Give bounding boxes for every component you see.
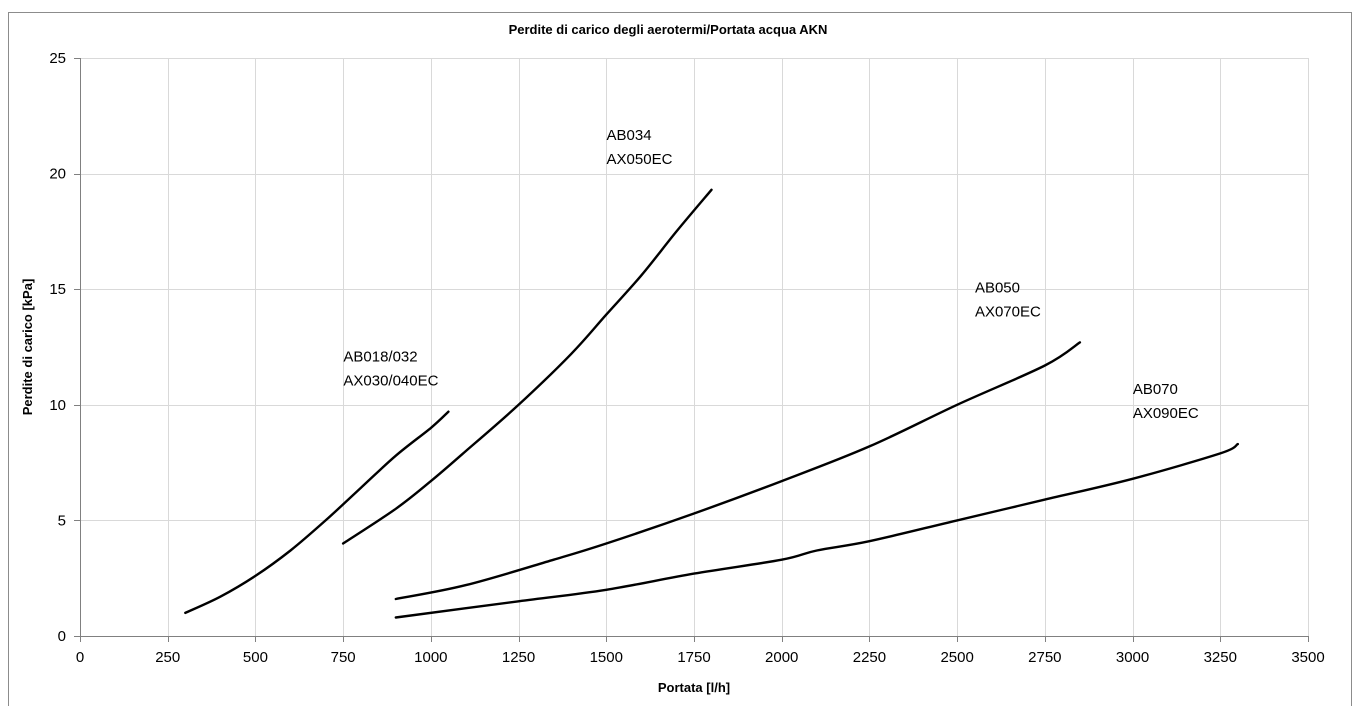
x-axis-title: Portata [l/h] bbox=[658, 680, 730, 695]
chart-title: Perdite di carico degli aerotermi/Portat… bbox=[509, 22, 828, 37]
series-label: AB018/032 bbox=[343, 349, 417, 366]
series-label: AB034 bbox=[607, 127, 652, 144]
x-tick-label: 1750 bbox=[677, 649, 710, 666]
series-label: AB050 bbox=[975, 279, 1020, 296]
series-label: AX030/040EC bbox=[343, 373, 438, 390]
x-tick-label: 1250 bbox=[502, 649, 535, 666]
y-tick-label: 15 bbox=[49, 281, 66, 298]
series-labels: AB018/032 AX030/040EC AB034 AX050EC AB050 AX0… bbox=[343, 127, 1198, 422]
series-line-3 bbox=[394, 341, 1082, 601]
x-tick-label: 1000 bbox=[414, 649, 447, 666]
series-label: AX070EC bbox=[975, 303, 1041, 320]
x-tick-label: 0 bbox=[76, 649, 84, 666]
x-tick-label: 3500 bbox=[1291, 649, 1324, 666]
series-label: AX050EC bbox=[607, 151, 673, 168]
series-line-2 bbox=[341, 188, 713, 545]
x-tick-label: 3250 bbox=[1204, 649, 1237, 666]
series-line-1 bbox=[184, 410, 450, 615]
y-tick-label: 5 bbox=[58, 512, 66, 529]
series-lines bbox=[184, 188, 1239, 619]
x-tick-label: 2750 bbox=[1028, 649, 1061, 666]
series-label: AB070 bbox=[1133, 381, 1178, 398]
x-tick-label: 500 bbox=[243, 649, 268, 666]
y-tick-label: 0 bbox=[58, 628, 66, 645]
x-tick-label: 2250 bbox=[853, 649, 886, 666]
x-tick-label: 250 bbox=[155, 649, 180, 666]
gridlines bbox=[80, 58, 1309, 636]
x-tick-label: 750 bbox=[331, 649, 356, 666]
x-tick-label: 2000 bbox=[765, 649, 798, 666]
axes: 0 250 500 750 1000 1250 1500 1750 2000 2250 2500 27… bbox=[49, 50, 1324, 666]
y-tick-label: 10 bbox=[49, 397, 66, 414]
y-axis-title: Perdite di carico [kPa] bbox=[20, 279, 35, 416]
series-line-4 bbox=[394, 442, 1239, 619]
x-tick-label: 3000 bbox=[1116, 649, 1149, 666]
series-label: AX090EC bbox=[1133, 405, 1199, 422]
y-tick-label: 20 bbox=[49, 166, 66, 183]
y-tick-label: 25 bbox=[49, 50, 66, 67]
x-tick-label: 2500 bbox=[940, 649, 973, 666]
x-tick-label: 1500 bbox=[590, 649, 623, 666]
